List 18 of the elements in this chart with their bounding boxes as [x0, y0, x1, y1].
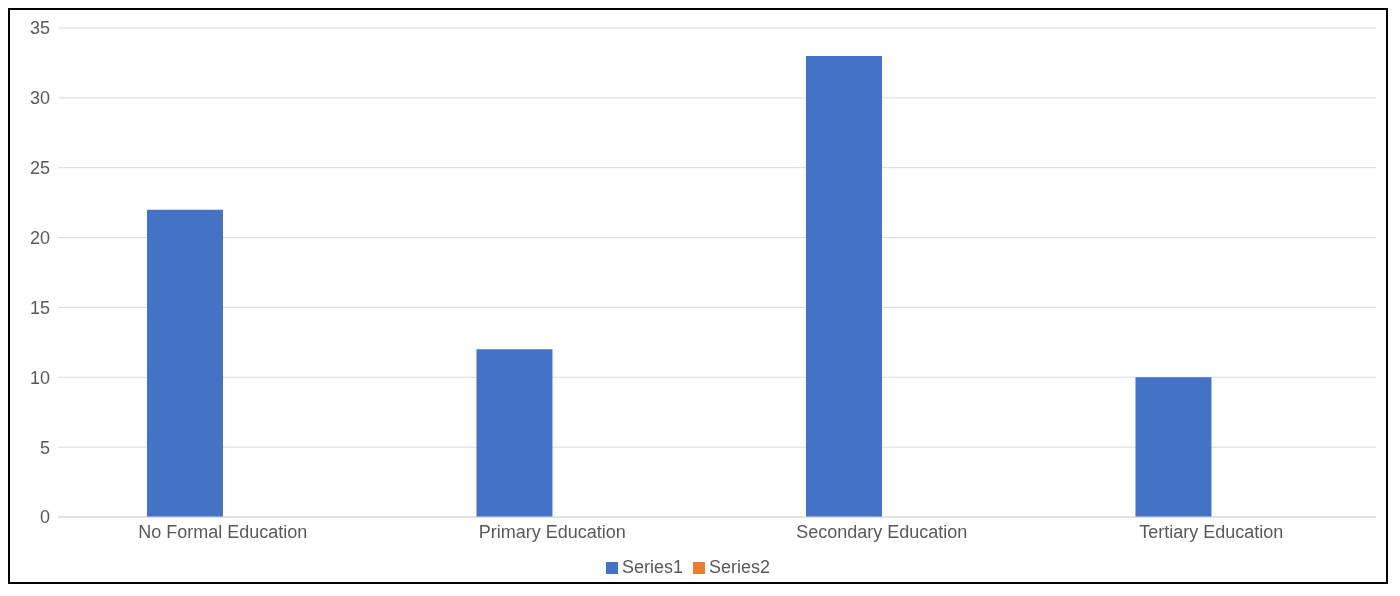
- y-tick-label: 0: [39, 507, 50, 528]
- legend-label: Series1: [621, 557, 683, 577]
- x-tick-label: Primary Education: [478, 521, 626, 542]
- y-tick-label: 5: [39, 437, 50, 458]
- bar: [146, 209, 223, 517]
- bar: [476, 349, 553, 517]
- legend-label: Series2: [709, 557, 771, 577]
- y-tick-label: 30: [29, 88, 50, 109]
- x-tick-label: Secondary Education: [796, 521, 968, 542]
- y-tick-label: 15: [29, 297, 50, 318]
- y-tick-label: 20: [29, 227, 50, 248]
- bar: [805, 55, 882, 517]
- y-tick-label: 35: [29, 18, 50, 39]
- y-tick-label: 25: [29, 158, 50, 179]
- x-tick-label: No Formal Education: [138, 521, 308, 542]
- x-tick-label: Tertiary Education: [1139, 521, 1284, 542]
- bar: [1135, 377, 1212, 517]
- y-tick-label: 10: [29, 367, 50, 388]
